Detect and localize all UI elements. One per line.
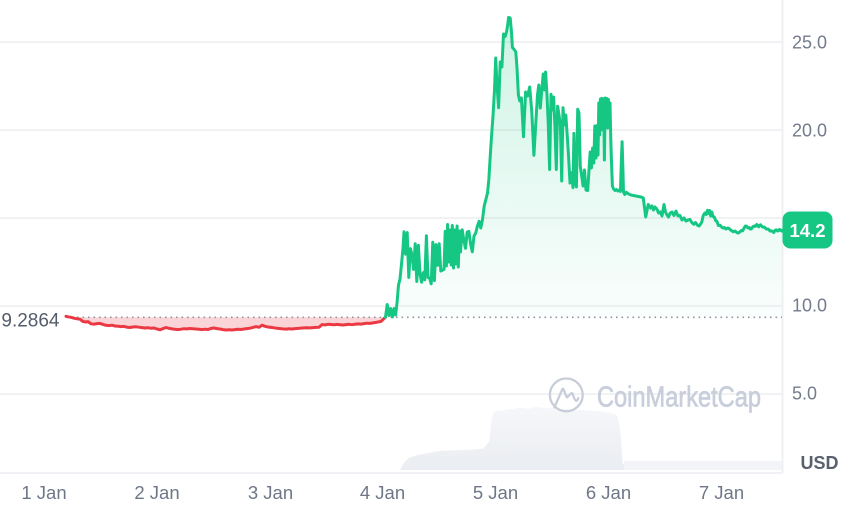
svg-text:7 Jan: 7 Jan: [699, 482, 744, 503]
svg-text:10.0: 10.0: [792, 296, 827, 316]
svg-text:6 Jan: 6 Jan: [586, 482, 631, 503]
svg-text:5 Jan: 5 Jan: [473, 482, 518, 503]
svg-text:9.2864: 9.2864: [1, 311, 60, 332]
svg-text:20.0: 20.0: [792, 121, 827, 141]
svg-text:5.0: 5.0: [792, 384, 817, 404]
svg-text:USD: USD: [801, 453, 839, 473]
svg-text:CoinMarketCap: CoinMarketCap: [597, 382, 761, 414]
svg-text:1 Jan: 1 Jan: [21, 482, 66, 503]
svg-text:4 Jan: 4 Jan: [360, 482, 405, 503]
svg-text:2 Jan: 2 Jan: [134, 482, 179, 503]
svg-text:3 Jan: 3 Jan: [248, 482, 293, 503]
svg-text:14.2: 14.2: [789, 220, 825, 241]
svg-text:25.0: 25.0: [792, 33, 827, 53]
